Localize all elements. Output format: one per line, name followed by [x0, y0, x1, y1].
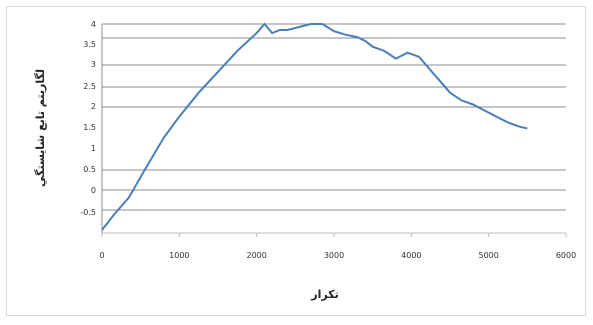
- x-tick-labels: 0 1000 2000 3000 4000 5000 6000: [99, 233, 576, 260]
- x-tick-label: 6000: [556, 251, 576, 260]
- y-tick-label: 1.5: [83, 123, 96, 132]
- x-tick-label: 3000: [324, 251, 344, 260]
- y-tick-label: 3: [91, 60, 96, 69]
- x-tick-label: 4000: [401, 251, 421, 260]
- x-tick-label: 5000: [478, 251, 498, 260]
- grid-lines: [102, 23, 566, 211]
- y-tick-labels: 4 3.5 3 2.5 2 1.5 1 0.5 0 -0.5: [80, 20, 96, 217]
- y-tick-label: 0: [91, 186, 96, 195]
- series-line: [101, 22, 528, 231]
- y-tick-label: -0.5: [80, 208, 96, 217]
- x-tick-label: 1000: [169, 251, 189, 260]
- x-axis-title: تكرار: [310, 288, 338, 301]
- y-tick-label: 2.5: [83, 82, 96, 91]
- y-tick-label: 1: [91, 144, 96, 153]
- x-tick-label: 2000: [246, 251, 266, 260]
- y-tick-label: 0.5: [83, 165, 96, 174]
- y-tick-label: 3.5: [83, 40, 96, 49]
- y-tick-label: 2: [91, 102, 96, 111]
- x-tick-label: 0: [99, 251, 104, 260]
- y-tick-label: 4: [91, 20, 96, 29]
- y-axis-title: لگاريتم تابع شايستگي: [34, 69, 47, 187]
- chart-frame: [6, 6, 586, 316]
